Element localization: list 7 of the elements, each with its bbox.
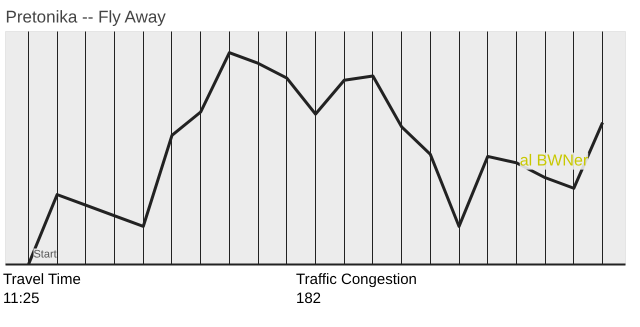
text: 11:25	[3, 290, 40, 307]
annotation: al BWNer	[520, 152, 589, 170]
text: 182	[296, 290, 322, 307]
text: Travel Time	[3, 271, 81, 288]
chart-title: Pretonika -- Fly Away	[6, 8, 166, 26]
text: Traffic Congestion	[296, 271, 417, 288]
annotation: Start	[33, 248, 57, 260]
